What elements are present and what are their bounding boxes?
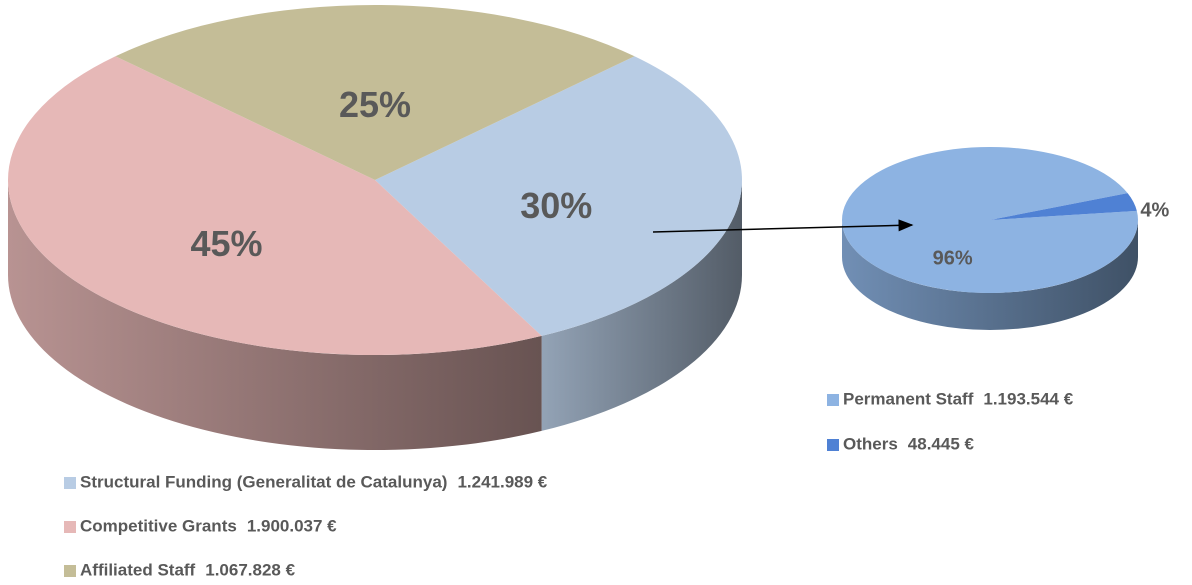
pie-label: 30% bbox=[520, 185, 592, 226]
pie-slice bbox=[842, 147, 1138, 330]
pie-top bbox=[842, 147, 1138, 294]
legend-label: Affiliated Staff bbox=[80, 560, 196, 579]
pie-label: 25% bbox=[339, 84, 411, 125]
pie-top bbox=[8, 56, 542, 355]
legend-swatch bbox=[64, 521, 76, 533]
legend-amount: 1.241.989 € bbox=[457, 472, 547, 491]
pie-slice bbox=[375, 56, 742, 431]
pie-slice bbox=[8, 56, 542, 451]
pie-side bbox=[541, 180, 742, 431]
legend-amount: 1.067.828 € bbox=[205, 560, 295, 579]
arrow bbox=[652, 219, 914, 233]
legend-amount: 1.900.037 € bbox=[247, 516, 337, 535]
pie-label: 4% bbox=[1140, 199, 1169, 221]
pie-slice bbox=[990, 193, 1137, 220]
pie-top bbox=[115, 5, 635, 181]
pie-top bbox=[375, 56, 742, 336]
pie-top bbox=[990, 193, 1137, 220]
pie-label: 45% bbox=[191, 223, 263, 264]
pie-label: 96% bbox=[933, 248, 973, 270]
pie-slice bbox=[115, 5, 635, 181]
legend-label: Competitive Grants bbox=[80, 516, 237, 535]
legend-swatch bbox=[64, 477, 76, 489]
legend-amount: 1.193.544 € bbox=[983, 389, 1073, 408]
legend-label: Others bbox=[843, 434, 898, 453]
legend-label: Permanent Staff bbox=[843, 389, 974, 408]
legend-amount: 48.445 € bbox=[908, 434, 975, 453]
legend-swatch bbox=[64, 565, 76, 577]
pie-side bbox=[8, 180, 542, 451]
pie-side bbox=[842, 220, 1138, 330]
legend-swatch bbox=[827, 439, 839, 451]
legend-label: Structural Funding (Generalitat de Catal… bbox=[80, 472, 447, 491]
legend-swatch bbox=[827, 394, 839, 406]
